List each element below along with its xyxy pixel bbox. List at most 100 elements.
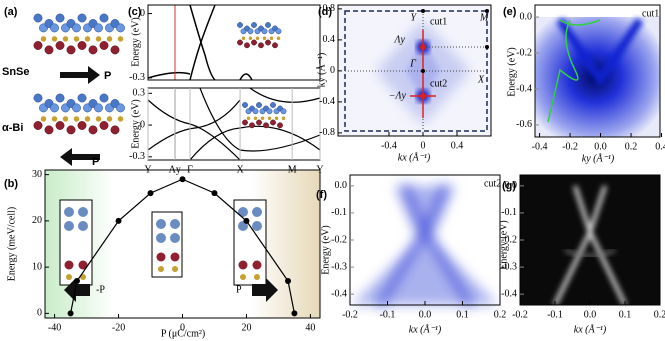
atom-blue	[170, 233, 180, 243]
band-curve	[147, 99, 241, 161]
atom-red	[170, 252, 180, 262]
point-label: Γ	[409, 58, 416, 69]
atom-blue	[237, 22, 243, 28]
atom-blue	[77, 13, 87, 23]
x-axis-label: kx (Å⁻¹)	[574, 323, 607, 335]
atom-gold	[254, 274, 260, 280]
panel-label: (a)	[4, 6, 18, 18]
y-tick-label: -0.2	[501, 234, 517, 245]
atom-red	[272, 42, 278, 49]
point	[115, 217, 122, 224]
atom-blue	[50, 103, 59, 113]
atom-red	[265, 39, 271, 46]
arpes-intensity	[352, 186, 498, 305]
y-tick-label: -0.2	[516, 47, 532, 58]
y-axis-label: Energy (eV)	[498, 220, 509, 270]
atom-red	[99, 41, 109, 50]
polar-arrow	[60, 66, 100, 84]
x-tick-label: 0	[421, 140, 426, 151]
annotation: -P	[96, 284, 105, 295]
atom-blue	[72, 23, 81, 33]
arpes-band	[553, 185, 627, 306]
y-tick-label: -0.3	[331, 261, 347, 272]
point	[211, 190, 218, 197]
y-tick-label: -0.4	[501, 288, 517, 299]
atom-red	[78, 260, 88, 270]
y-tick-label: 0	[330, 65, 335, 76]
atom-blue	[33, 13, 43, 23]
panel-label: (b)	[4, 178, 18, 190]
atom-blue	[116, 23, 125, 33]
y-tick-label: 0.0	[505, 180, 518, 191]
atom-red	[66, 125, 76, 135]
band-curve	[147, 71, 191, 79]
arpes-band	[556, 17, 644, 88]
atom-gold	[260, 116, 265, 121]
arrow-label: P	[92, 156, 99, 168]
atom-gold	[84, 116, 91, 122]
atom-red	[252, 260, 262, 270]
atom-red	[66, 45, 76, 55]
atom-blue	[94, 23, 103, 33]
y-tick-label: -0.1	[501, 207, 517, 218]
atom-red	[263, 122, 269, 129]
point	[179, 176, 186, 183]
x-axis-label: P (μC/cm²)	[161, 328, 205, 339]
atom-red	[64, 260, 74, 270]
atom-blue	[72, 103, 81, 113]
atom-blue	[116, 103, 125, 113]
atom-blue	[238, 207, 248, 217]
y-tick-label: -0.3	[129, 151, 145, 162]
atom-gold	[274, 116, 279, 121]
atom-red	[33, 121, 43, 130]
y-tick-label: 0	[37, 308, 42, 319]
y-tick-label: 0.8	[323, 3, 336, 14]
x-tick-label: 0.1	[619, 309, 632, 320]
point-label: X	[477, 74, 485, 85]
atom-blue	[64, 221, 74, 231]
x-tick-label: 40	[305, 322, 315, 333]
atom-gold	[40, 36, 47, 42]
atom-red	[110, 125, 120, 135]
x-tick-label: 20	[241, 322, 251, 333]
atom-red	[77, 121, 87, 130]
y-tick-label: 0.4	[323, 34, 336, 45]
point-label: −Λy	[389, 90, 407, 101]
x-tick-label: -0.4	[381, 140, 397, 151]
atom-red	[242, 119, 248, 126]
atom-gold	[95, 116, 102, 122]
atom-blue	[242, 102, 248, 108]
x-tick-label: -0.1	[380, 309, 396, 320]
cut-label: cut1	[642, 8, 659, 19]
y-axis-label: Energy (eV)	[130, 17, 141, 67]
atom-blue	[247, 28, 254, 35]
x-axis-label: kx (Å⁻¹)	[398, 151, 431, 163]
x-tick-label: 0.1	[456, 309, 469, 320]
atom-gold	[51, 36, 58, 42]
atom-gold	[267, 116, 272, 121]
point-label: M	[479, 12, 489, 23]
y-tick-label: -0.2	[331, 234, 347, 245]
axes-frame	[147, 4, 321, 81]
atom-gold	[269, 36, 274, 41]
atom-blue	[156, 219, 166, 229]
atom-gold	[281, 116, 286, 121]
x-tick-label: -0.1	[547, 309, 563, 320]
atom-gold	[62, 116, 69, 122]
atom-blue	[55, 13, 65, 23]
y-tick-label: -0.3	[129, 72, 145, 83]
atom-red	[88, 45, 98, 55]
atom-blue	[78, 207, 88, 217]
atom-red	[110, 45, 120, 55]
atom-gold	[51, 116, 58, 122]
bz-point	[485, 9, 489, 13]
atom-gold	[66, 274, 72, 280]
atom-gold	[95, 36, 102, 42]
atom-blue	[256, 102, 262, 108]
atom-red	[156, 252, 166, 262]
cut-label: cut2	[484, 178, 501, 189]
atom-gold	[117, 116, 124, 122]
atom-blue	[94, 103, 103, 113]
